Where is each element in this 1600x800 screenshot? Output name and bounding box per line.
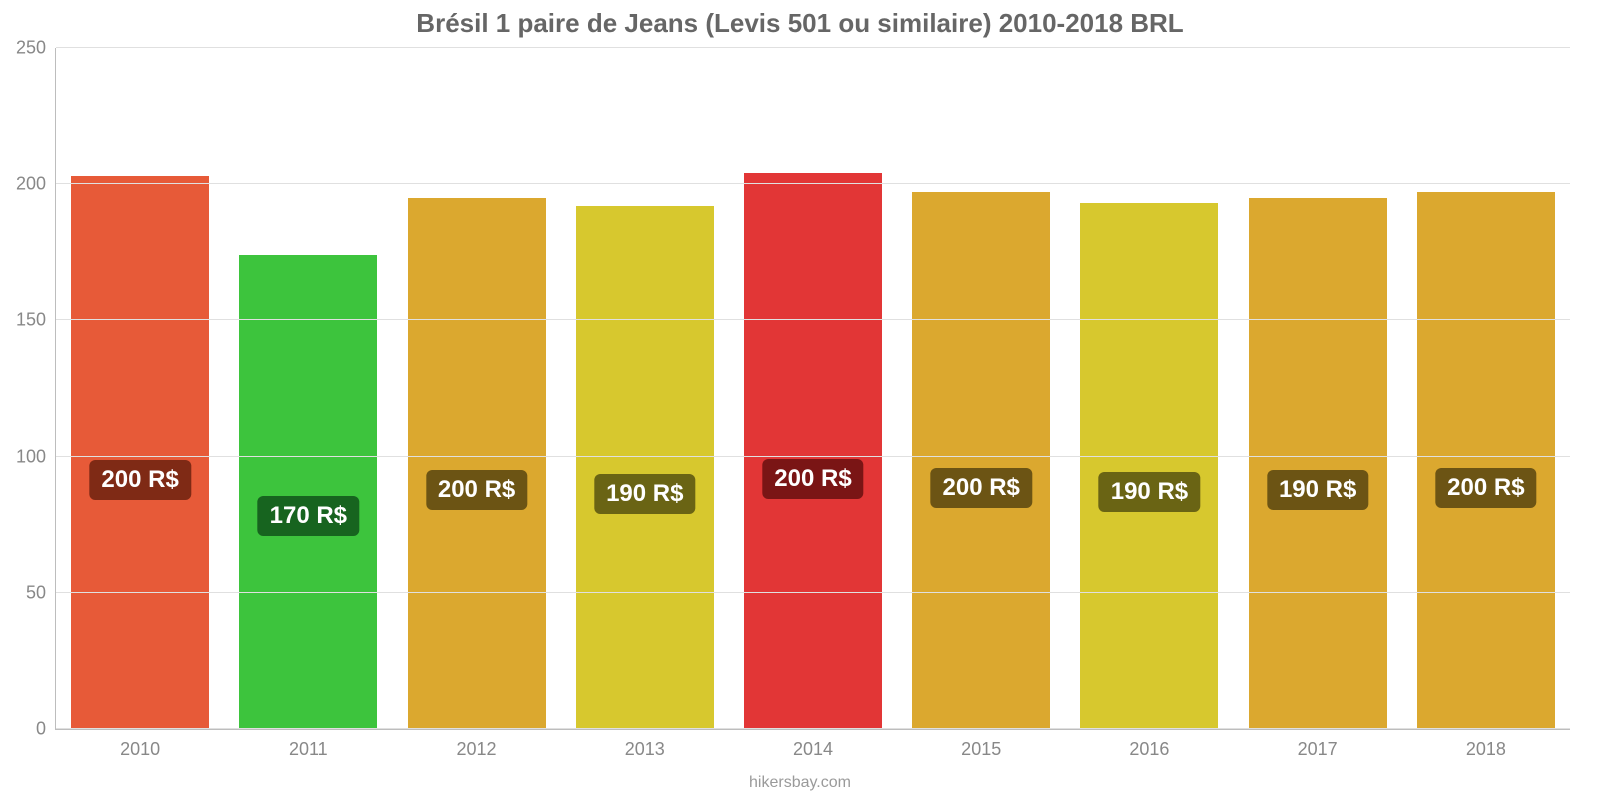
bar-value-label: 200 R$ xyxy=(762,459,863,499)
x-tick-label: 2011 xyxy=(289,739,328,760)
y-tick-label: 150 xyxy=(16,310,56,331)
y-tick-label: 100 xyxy=(16,446,56,467)
x-tick-label: 2013 xyxy=(625,739,665,760)
bars-container: 200 R$2010170 R$2011200 R$2012190 R$2013… xyxy=(56,48,1570,729)
gridline xyxy=(56,319,1570,320)
bar-value-label: 200 R$ xyxy=(426,470,527,510)
x-tick-label: 2018 xyxy=(1466,739,1506,760)
bar-value-label: 200 R$ xyxy=(931,468,1032,508)
chart-title: Brésil 1 paire de Jeans (Levis 501 ou si… xyxy=(0,0,1600,39)
x-tick-label: 2017 xyxy=(1298,739,1338,760)
bar: 190 R$ xyxy=(1080,203,1218,729)
bar: 200 R$ xyxy=(408,198,546,729)
gridline xyxy=(56,592,1570,593)
x-tick-label: 2014 xyxy=(793,739,833,760)
bar-slot: 170 R$2011 xyxy=(224,48,392,729)
bar: 200 R$ xyxy=(744,173,882,729)
bar-value-label: 200 R$ xyxy=(89,460,190,500)
bar-value-label: 200 R$ xyxy=(1435,468,1536,508)
bar-slot: 200 R$2015 xyxy=(897,48,1065,729)
bar-value-label: 170 R$ xyxy=(258,496,359,536)
bar: 200 R$ xyxy=(71,176,209,729)
gridline xyxy=(56,183,1570,184)
y-tick-label: 50 xyxy=(26,582,56,603)
chart-area: 200 R$2010170 R$2011200 R$2012190 R$2013… xyxy=(55,48,1570,730)
bar: 200 R$ xyxy=(1417,192,1555,729)
bar-value-label: 190 R$ xyxy=(1267,470,1368,510)
bar: 200 R$ xyxy=(912,192,1050,729)
bar-value-label: 190 R$ xyxy=(1099,472,1200,512)
gridline xyxy=(56,456,1570,457)
y-tick-label: 0 xyxy=(36,719,56,740)
bar-slot: 200 R$2018 xyxy=(1402,48,1570,729)
gridline xyxy=(56,728,1570,729)
bar: 190 R$ xyxy=(576,206,714,729)
x-tick-label: 2015 xyxy=(961,739,1001,760)
bar-slot: 190 R$2013 xyxy=(561,48,729,729)
x-tick-label: 2016 xyxy=(1129,739,1169,760)
y-tick-label: 200 xyxy=(16,174,56,195)
x-tick-label: 2010 xyxy=(120,739,160,760)
bar-slot: 200 R$2010 xyxy=(56,48,224,729)
bar-slot: 200 R$2014 xyxy=(729,48,897,729)
bar: 170 R$ xyxy=(239,255,377,729)
gridline xyxy=(56,47,1570,48)
bar-slot: 190 R$2016 xyxy=(1065,48,1233,729)
y-tick-label: 250 xyxy=(16,38,56,59)
bar-slot: 200 R$2012 xyxy=(392,48,560,729)
bar: 190 R$ xyxy=(1249,198,1387,729)
attribution: hikersbay.com xyxy=(0,774,1600,792)
x-tick-label: 2012 xyxy=(457,739,497,760)
plot-area: 200 R$2010170 R$2011200 R$2012190 R$2013… xyxy=(55,48,1570,730)
bar-value-label: 190 R$ xyxy=(594,474,695,514)
bar-slot: 190 R$2017 xyxy=(1234,48,1402,729)
